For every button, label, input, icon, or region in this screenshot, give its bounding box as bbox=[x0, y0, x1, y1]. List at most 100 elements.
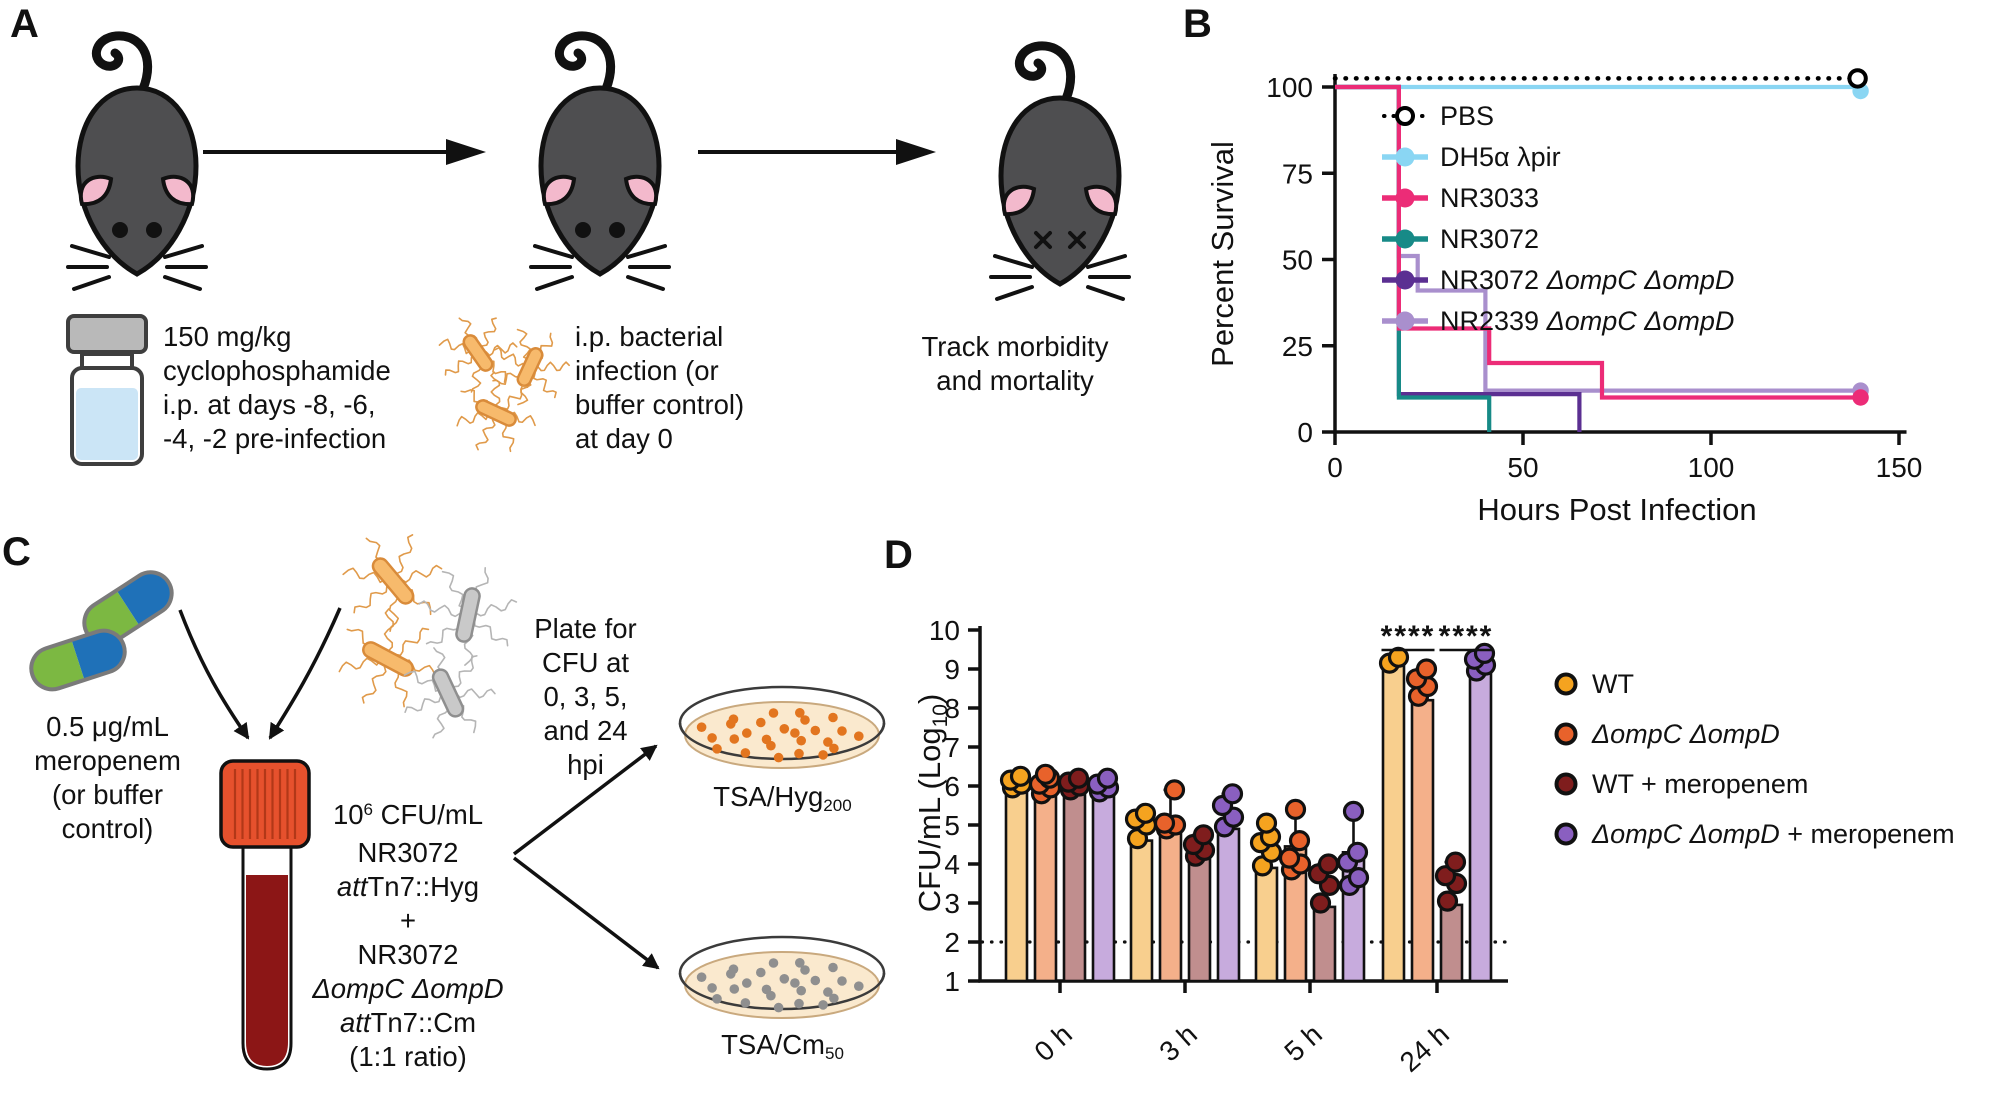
panel-a-label: A bbox=[10, 2, 39, 46]
legend-item-NR3033: NR3033 bbox=[1382, 182, 1734, 213]
colony bbox=[712, 744, 722, 754]
whisker bbox=[533, 244, 574, 259]
y-tick-label: 75 bbox=[1282, 158, 1313, 189]
colony bbox=[728, 714, 739, 724]
legend-dot-icon bbox=[1554, 672, 1578, 696]
cfu-legend: WT ΔompC ΔompD WT + meropenem ΔompC ΔompD +… bbox=[1552, 669, 1955, 870]
meropenem-capsules-icon bbox=[25, 564, 180, 695]
bar-WT-24 h bbox=[1381, 659, 1406, 983]
bacterium-icon bbox=[456, 371, 536, 453]
x-tick-label: 50 bbox=[1507, 452, 1538, 483]
bar-ΔompC ΔompD + meropenem-0 h bbox=[1091, 786, 1116, 983]
legend-item-WT + meropenem: WT + meropenem bbox=[1552, 768, 1955, 799]
colony bbox=[818, 750, 828, 760]
y-tick-label: 8 bbox=[944, 693, 960, 724]
diverging-arrows bbox=[512, 744, 660, 970]
bacteria-icon bbox=[438, 317, 570, 453]
bar-WT + meropenem-0 h bbox=[1062, 784, 1087, 983]
end-marker-NR3033 bbox=[1852, 389, 1869, 406]
colony bbox=[756, 717, 766, 728]
whisker bbox=[1086, 254, 1127, 269]
legend-marker-icon bbox=[1382, 188, 1428, 208]
colony bbox=[729, 734, 740, 744]
colony bbox=[766, 740, 776, 751]
mouse-ear bbox=[78, 174, 114, 207]
mouse-ear bbox=[1001, 184, 1037, 217]
legend-item-PBS: PBS bbox=[1382, 101, 1734, 131]
x-axis-title: Hours Post Infection bbox=[1477, 492, 1756, 527]
colony bbox=[728, 964, 739, 974]
dead-mouse-icon bbox=[989, 41, 1131, 301]
bacterium-icon bbox=[403, 647, 496, 739]
x-tick-label: 24 h bbox=[1394, 1018, 1455, 1078]
whisker bbox=[163, 275, 202, 291]
colony bbox=[768, 708, 779, 718]
colony bbox=[779, 974, 790, 984]
y-axis-title: Percent Survival bbox=[1205, 141, 1240, 367]
whisker bbox=[72, 275, 111, 291]
plate-bottom-label: TSA/Cm50 bbox=[721, 1029, 844, 1064]
colony bbox=[756, 967, 766, 978]
colony bbox=[796, 735, 806, 746]
curved-arrows-into-tube bbox=[178, 607, 342, 740]
panel-b-label: B bbox=[1183, 2, 1212, 46]
x-eye bbox=[1068, 231, 1086, 249]
y-tick-label: 10 bbox=[929, 615, 960, 646]
data-dot bbox=[1387, 646, 1410, 668]
legend-item-DH5α λpir: DH5α λpir bbox=[1382, 142, 1734, 172]
track-caption: Track morbidity and mortality bbox=[921, 331, 1109, 396]
data-dot bbox=[1067, 767, 1090, 789]
legend-marker-icon bbox=[1382, 270, 1428, 290]
bar-ΔompC ΔompD + meropenem-24 h bbox=[1468, 669, 1493, 983]
data-dot bbox=[1288, 830, 1311, 852]
colony bbox=[779, 724, 790, 734]
whisker bbox=[626, 275, 665, 291]
data-dot bbox=[1009, 765, 1032, 787]
legend-marker-icon bbox=[1382, 229, 1428, 249]
infection-caption: i.p. bacterial infection (or buffer contro… bbox=[575, 321, 745, 454]
panel-d-label: D bbox=[884, 533, 913, 577]
legend-label: NR3033 bbox=[1440, 182, 1540, 213]
whisker bbox=[626, 244, 667, 259]
mouse-ear bbox=[623, 174, 659, 207]
y-tick-label: 6 bbox=[944, 771, 960, 802]
bar-WT-0 h bbox=[1004, 784, 1029, 983]
mouse-tail bbox=[1014, 41, 1075, 104]
data-dot bbox=[1153, 812, 1176, 834]
mouse-body bbox=[75, 85, 199, 277]
mouse-tail bbox=[91, 31, 152, 94]
whisker bbox=[70, 244, 111, 259]
legend-dot-icon bbox=[1554, 772, 1578, 796]
significance-stars: **** bbox=[1381, 620, 1436, 653]
data-dot bbox=[1096, 767, 1119, 789]
colony bbox=[795, 958, 805, 968]
mixed-bacteria-icon bbox=[338, 534, 518, 739]
colony bbox=[773, 752, 784, 763]
colony bbox=[696, 722, 707, 732]
y-tick-label: 1 bbox=[944, 966, 960, 997]
colony bbox=[696, 972, 707, 982]
colony bbox=[729, 984, 740, 994]
inoculum-caption: 106 CFU/mL NR3072 attTn7::Hyg + NR3072 ΔompC … bbox=[312, 799, 504, 1072]
y-tick-label: 7 bbox=[944, 732, 960, 763]
data-dot bbox=[1134, 802, 1157, 824]
whisker bbox=[993, 254, 1034, 269]
colony bbox=[837, 976, 847, 986]
panel-c-label: C bbox=[2, 530, 31, 574]
blood bbox=[246, 875, 288, 1066]
colony bbox=[740, 748, 751, 758]
whisker bbox=[535, 275, 574, 291]
y-tick-label: 100 bbox=[1266, 72, 1313, 103]
colony bbox=[810, 975, 821, 986]
survival-chart: 0 25 50 75 100 0 50 100 150 Percent Survival Hours… bbox=[1205, 68, 1922, 527]
bar-ΔompC ΔompD-0 h bbox=[1033, 786, 1058, 983]
bar-WT-3 h bbox=[1129, 839, 1154, 983]
mouse-ear bbox=[160, 174, 196, 207]
mouse-ear bbox=[1083, 184, 1119, 217]
colony bbox=[837, 726, 847, 736]
mouse-body bbox=[538, 85, 662, 277]
mouse-eye bbox=[112, 222, 128, 238]
legend-label: WT + meropenem bbox=[1592, 768, 1809, 799]
mouse-ear bbox=[541, 174, 577, 207]
